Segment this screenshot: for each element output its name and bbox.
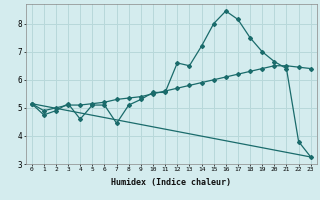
X-axis label: Humidex (Indice chaleur): Humidex (Indice chaleur) — [111, 178, 231, 187]
